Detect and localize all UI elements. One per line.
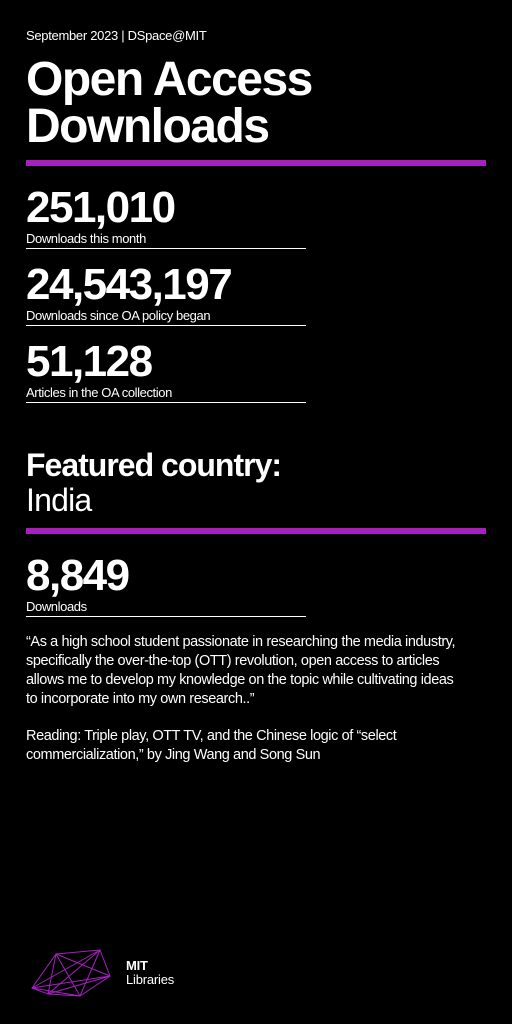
stat-label: Downloads since OA policy began [26,308,306,326]
stat-value: 24,543,197 [26,263,486,307]
title-line-1: Open Access [26,53,312,106]
title-line-2: Downloads [26,100,269,153]
featured-stat-label: Downloads [26,599,306,617]
accent-bar [26,160,486,166]
header-source: DSpace@MIT [128,28,207,43]
stat-block: 24,543,197 Downloads since OA policy beg… [26,263,486,326]
featured-stat-value: 8,849 [26,554,486,598]
featured-country: India [26,483,486,518]
stat-block: 251,010 Downloads this month [26,186,486,249]
accent-bar [26,528,486,534]
stat-block: 8,849 Downloads [26,554,486,617]
mit-libraries-logo-icon [26,946,116,1000]
logo-text: MIT Libraries [126,959,174,988]
reading-text: Reading: Triple play, OTT TV, and the Ch… [26,727,486,765]
stat-label: Articles in the OA collection [26,385,306,403]
logo-line-1: MIT [126,959,174,973]
stat-block: 51,128 Articles in the OA collection [26,340,486,403]
stat-value: 251,010 [26,186,486,230]
stat-label: Downloads this month [26,231,306,249]
quote-text: “As a high school student passionate in … [26,633,486,708]
header-line: September 2023 | DSpace@MIT [26,28,486,43]
featured-heading: Featured country: [26,449,486,481]
logo-area: MIT Libraries [26,946,174,1000]
header-date: September 2023 [26,28,118,43]
page-title: Open Access Downloads [26,57,486,150]
logo-line-2: Libraries [126,973,174,987]
stat-value: 51,128 [26,340,486,384]
